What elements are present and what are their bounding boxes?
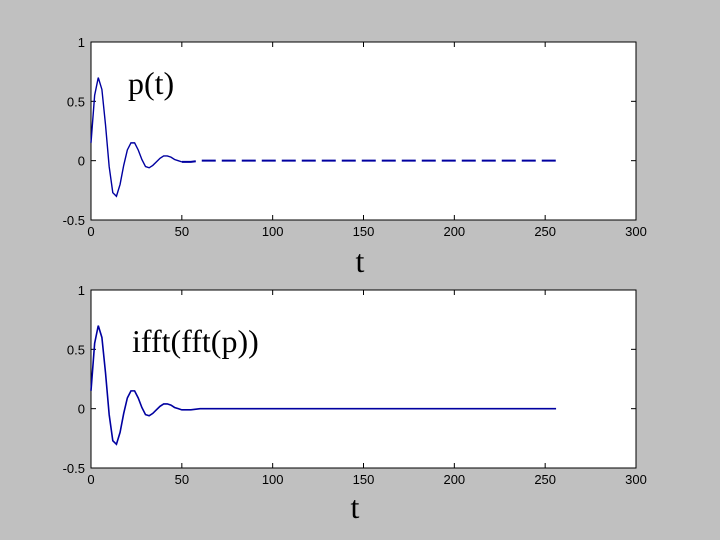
plot-annotation: p(t) bbox=[128, 65, 174, 101]
y-tick-label: 0 bbox=[78, 402, 85, 417]
y-tick-label: -0.5 bbox=[63, 213, 85, 228]
series-line bbox=[90, 77, 183, 198]
x-tick-label: 0 bbox=[87, 472, 94, 487]
x-tick-label: 300 bbox=[625, 224, 647, 239]
plot-annotation: ifft(fft(p)) bbox=[132, 323, 259, 359]
x-tick-label: 50 bbox=[175, 472, 189, 487]
x-tick-label: 250 bbox=[534, 472, 556, 487]
x-tick-label: 50 bbox=[175, 224, 189, 239]
y-tick-label: 1 bbox=[78, 283, 85, 298]
y-tick-label: 1 bbox=[78, 35, 85, 50]
series-line bbox=[90, 325, 557, 446]
y-tick-label: 0 bbox=[78, 154, 85, 169]
x-axis-label: t bbox=[356, 243, 365, 279]
x-tick-label: 200 bbox=[443, 224, 465, 239]
x-tick-label: 100 bbox=[262, 472, 284, 487]
x-axis-label: t bbox=[351, 489, 360, 525]
plot-panels: 0 50 100 150 200 250 300-0.500.51p(t)t0 50 100 15… bbox=[63, 35, 647, 525]
axes-box bbox=[90, 289, 637, 469]
x-tick-label: 0 bbox=[87, 224, 94, 239]
x-tick-label: 200 bbox=[443, 472, 465, 487]
x-tick-label: 300 bbox=[625, 472, 647, 487]
x-tick-label: 150 bbox=[353, 472, 375, 487]
plot-panel-1: 0 50 100 150 200 250 300-0.500.51p(t)t bbox=[63, 35, 647, 279]
x-tick-label: 100 bbox=[262, 224, 284, 239]
series-line-tail bbox=[181, 159, 557, 163]
x-tick-label: 250 bbox=[534, 224, 556, 239]
y-tick-label: -0.5 bbox=[63, 461, 85, 476]
y-tick-label: 0.5 bbox=[67, 342, 85, 357]
y-tick-label: 0.5 bbox=[67, 94, 85, 109]
x-tick-label: 150 bbox=[353, 224, 375, 239]
axes-box bbox=[90, 41, 637, 221]
